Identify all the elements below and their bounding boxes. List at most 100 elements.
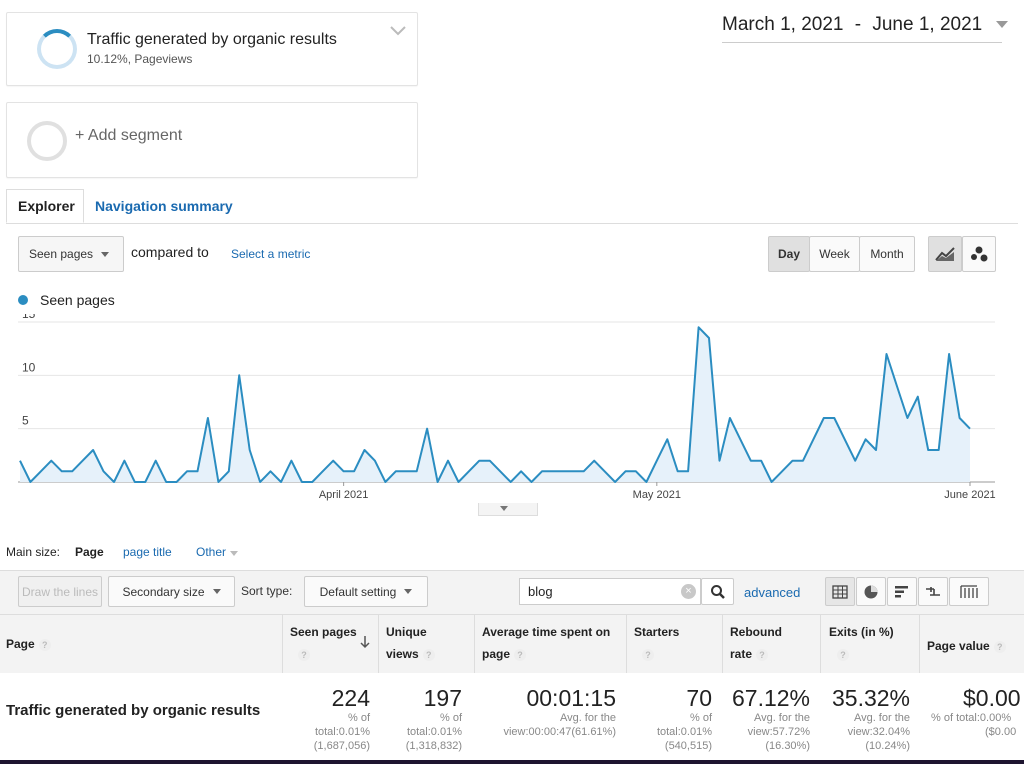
primary-dimension-page-title[interactable]: page title (123, 545, 172, 559)
cell-avg-time: 00:01:15 Avg. for the view:00:00:47(61.6… (474, 685, 616, 739)
cell-seen-l3: (1,687,056) (313, 740, 370, 752)
tab-explorer-label[interactable]: Explorer (18, 198, 75, 214)
segment-card[interactable]: Traffic generated by organic results 10.… (6, 12, 418, 86)
secondary-dimension-select[interactable]: Secondary size (108, 576, 235, 607)
table-view-button[interactable] (825, 577, 855, 606)
chevron-down-icon[interactable] (389, 25, 407, 37)
help-icon[interactable]: ? (422, 648, 435, 661)
table-row[interactable] (0, 673, 1024, 759)
pivot-view-button[interactable] (949, 577, 989, 606)
cell-bounce-l3: (16.30%) (765, 740, 810, 752)
cell-bounce-value: 67.12% (731, 685, 810, 711)
header-unique-line2: views (386, 647, 419, 661)
cell-unique-l3: (1,318,832) (405, 740, 462, 752)
primary-dimension-page[interactable]: Page (75, 545, 104, 559)
add-segment-ring-icon (27, 121, 67, 161)
row-page-name[interactable]: Traffic generated by organic results (6, 702, 261, 719)
primary-dimension-label: Main size: (6, 545, 61, 559)
caret-down-icon (995, 21, 1008, 29)
draw-lines-button[interactable]: Draw the lines (18, 576, 102, 607)
header-bounce-line1: Rebound (730, 625, 782, 639)
bottom-edge (0, 760, 1024, 764)
help-icon[interactable]: ? (514, 648, 527, 661)
header-page-value[interactable]: Page value? (927, 635, 1006, 657)
date-range-end: June 1, 2021 (872, 14, 983, 35)
legend-dot (18, 295, 28, 305)
header-avg-line2: page (482, 647, 511, 661)
cell-seen-value: 224 (331, 685, 370, 711)
advanced-search-link[interactable]: advanced (744, 585, 801, 600)
sort-type-label: Sort type: (241, 584, 293, 598)
cell-starters: 70 % of total:0.01% (540,515) (626, 685, 712, 753)
chart-collapse-handle[interactable] (478, 503, 538, 516)
line-chart-view-button[interactable] (928, 236, 962, 272)
add-segment-label[interactable]: + Add segment (75, 127, 183, 144)
primary-dimension-other-label: Other (196, 545, 227, 559)
cell-seen-l2: total:0.01% (314, 726, 370, 738)
clear-search-icon[interactable]: × (681, 584, 696, 599)
help-icon[interactable]: ? (642, 648, 654, 661)
header-bounce-line2: rate (730, 647, 753, 661)
motion-chart-view-button[interactable] (962, 236, 996, 272)
cell-starters-value: 70 (686, 685, 712, 711)
tab-navigation-summary[interactable]: Navigation summary (95, 198, 233, 214)
add-segment-card[interactable]: + Add segment (6, 102, 418, 178)
seen-pages-chart: 5 10 15 April 2021 May 2021 June 2021 (18, 314, 996, 501)
tab-explorer[interactable] (6, 189, 84, 223)
table-search-value: blog (528, 584, 553, 599)
granularity-day-button[interactable]: Day (768, 236, 810, 272)
cell-unique-value: 197 (423, 685, 462, 711)
cell-value-l2: ($0.00 (985, 726, 1017, 738)
series-line (19, 326, 971, 483)
line-chart-icon (935, 247, 955, 261)
granularity-month-button[interactable]: Month (859, 236, 915, 272)
table-search-input[interactable]: blog × (519, 578, 701, 605)
help-icon[interactable]: ? (756, 648, 769, 661)
header-avg-time[interactable]: Average time spent on page? (482, 621, 610, 665)
caret-down-icon (101, 251, 110, 257)
header-value-label: Page value (927, 639, 990, 653)
caret-down-icon (404, 589, 413, 594)
granularity-week-button[interactable]: Week (809, 236, 860, 272)
caret-down-icon (500, 506, 508, 511)
cell-exits-l1: Avg. for the (853, 712, 910, 724)
metric-select[interactable]: Seen pages (18, 236, 124, 272)
bubble-chart-icon (971, 246, 988, 262)
cell-value-l1: % of total:0.00% (931, 712, 1012, 724)
header-page[interactable]: Page? (6, 633, 51, 655)
sort-type-value: Default setting (319, 584, 397, 599)
header-seen-label: Seen pages (290, 625, 357, 639)
header-exits-label: Exits (in %) (829, 625, 894, 639)
performance-view-button[interactable] (887, 577, 917, 606)
header-exits[interactable]: Exits (in %)? (829, 621, 894, 665)
sort-type-select[interactable]: Default setting (304, 576, 428, 607)
help-icon[interactable]: ? (837, 648, 849, 661)
cell-starters-l1: % of (689, 712, 712, 724)
search-button[interactable] (701, 578, 734, 605)
header-starters[interactable]: Starters? (634, 621, 679, 665)
cell-bounce-rate: 67.12% Avg. for the view:57.72% (16.30%) (722, 685, 810, 753)
header-bounce-rate[interactable]: Rebound rate? (730, 621, 782, 665)
primary-dimension-other[interactable]: Other (196, 545, 239, 559)
help-icon[interactable]: ? (38, 638, 51, 651)
cell-exits-l2: view:32.04% (847, 726, 910, 738)
cell-bounce-l2: view:57.72% (747, 726, 810, 738)
date-range-picker[interactable]: March 1, 2021 - June 1, 2021 (722, 14, 1008, 43)
comparison-icon (926, 586, 940, 596)
comparison-view-button[interactable] (918, 577, 948, 606)
select-metric-link[interactable]: Select a metric (231, 247, 311, 261)
header-page-label: Page (6, 637, 35, 651)
cell-unique-l2: total:0.01% (406, 726, 462, 738)
series-area (20, 327, 970, 482)
header-seen-pages[interactable]: Seen pages? (290, 621, 376, 665)
pie-view-button[interactable] (856, 577, 886, 606)
help-icon[interactable]: ? (993, 640, 1006, 653)
cell-seen-l1: % of (347, 712, 370, 724)
caret-down-icon (212, 589, 221, 594)
grid-icon (832, 584, 848, 599)
cell-avg-value: 00:01:15 (526, 685, 616, 711)
header-unique-views[interactable]: Unique views? (386, 621, 435, 665)
cell-exits-l3: (10.24%) (865, 740, 910, 752)
help-icon[interactable]: ? (298, 648, 310, 661)
x-tick-label: June 2021 (944, 489, 995, 501)
